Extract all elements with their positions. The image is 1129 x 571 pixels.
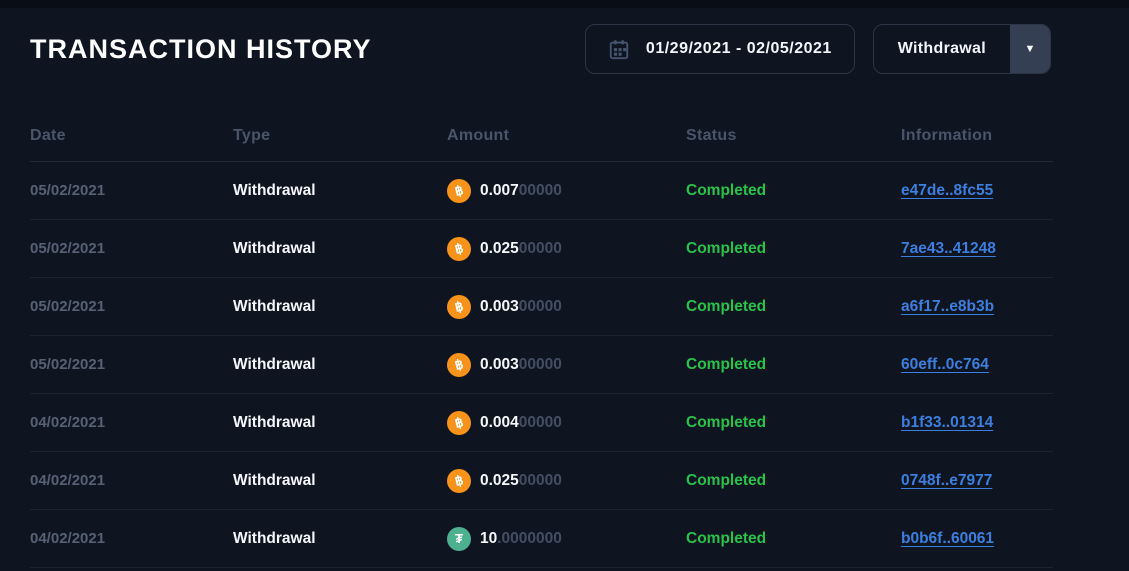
amount-significant: 0.007 [480,181,519,199]
amount-significant: 0.003 [480,355,519,373]
date-range-value: 01/29/2021 - 02/05/2021 [645,40,832,57]
dropdown-selected-value: Withdrawal [897,40,986,57]
status-badge: Completed [686,413,767,431]
status-badge: Completed [686,297,767,315]
bitcoin-icon: ฿ [447,178,471,203]
amount-significant: 0.025 [480,239,519,257]
status-badge: Completed [686,529,767,547]
transaction-hash-link[interactable]: 7ae43..41248 [901,239,996,257]
transaction-hash-link[interactable]: e47de..8fc55 [901,181,994,199]
bitcoin-icon: ฿ [447,410,471,435]
transaction-date: 04/02/2021 [30,530,106,547]
amount-trailing-zeros: 00000 [518,239,562,257]
status-badge: Completed [686,239,767,257]
column-header-information: Information [901,126,993,144]
transaction-amount: ฿ 0.02500000 [447,236,686,261]
transaction-hash-link[interactable]: b0b6f..60061 [901,529,995,547]
table-row: 04/02/2021 Withdrawal ₮ 10.0000000 Compl… [30,510,1053,568]
transaction-hash-link[interactable]: b1f33..01314 [901,413,994,431]
table-header-row: Date Type Amount Status Information [30,110,1053,162]
tether-icon: ₮ [447,526,471,551]
transaction-amount: ฿ 0.00300000 [447,352,686,377]
transaction-info: a6f17..e8b3b [901,298,1053,316]
transaction-type: Withdrawal [233,529,316,547]
transaction-amount: ฿ 0.00700000 [447,178,686,203]
header-controls: 01/29/2021 - 02/05/2021 Withdrawal ▼ [584,24,1099,74]
transaction-date: 05/02/2021 [30,298,106,315]
bitcoin-icon: ฿ [447,236,471,261]
transaction-info: e47de..8fc55 [901,182,1053,200]
transaction-hash-link[interactable]: 60eff..0c764 [901,355,989,373]
transaction-info: b1f33..01314 [901,414,1053,432]
status-badge: Completed [686,471,767,489]
transaction-amount: ฿ 0.00400000 [447,410,686,435]
date-range-picker[interactable]: 01/29/2021 - 02/05/2021 [584,24,855,74]
table-row: 04/02/2021 Withdrawal ฿ 0.00400000 Compl… [30,394,1053,452]
column-header-amount: Amount [447,126,510,144]
calendar-icon [608,38,630,60]
transaction-type: Withdrawal [233,181,316,199]
table-row: 05/02/2021 Withdrawal ฿ 0.00300000 Compl… [30,278,1053,336]
status-badge: Completed [686,355,767,373]
bitcoin-icon: ฿ [447,468,471,493]
transaction-date: 04/02/2021 [30,414,106,431]
transaction-date: 05/02/2021 [30,356,106,373]
transaction-type: Withdrawal [233,297,316,315]
transaction-date: 04/02/2021 [30,472,106,489]
transaction-type: Withdrawal [233,413,316,431]
table-body: 05/02/2021 Withdrawal ฿ 0.00700000 Compl… [30,162,1053,568]
amount-trailing-zeros: .0000000 [497,529,562,547]
table-row: 05/02/2021 Withdrawal ฿ 0.00300000 Compl… [30,336,1053,394]
amount-significant: 0.004 [480,413,519,431]
transaction-date: 05/02/2021 [30,240,106,257]
page-title: TRANSACTION HISTORY [30,33,372,64]
transaction-info: 0748f..e7977 [901,472,1053,490]
transaction-info: 7ae43..41248 [901,240,1053,258]
transaction-type: Withdrawal [233,239,316,257]
amount-trailing-zeros: 00000 [518,297,562,315]
column-header-date: Date [30,126,66,144]
amount-trailing-zeros: 00000 [518,413,562,431]
table-row: 04/02/2021 Withdrawal ฿ 0.02500000 Compl… [30,452,1053,510]
transaction-type: Withdrawal [233,471,316,489]
table-row: 05/02/2021 Withdrawal ฿ 0.02500000 Compl… [30,220,1053,278]
amount-significant: 0.003 [480,297,519,315]
amount-significant: 10 [480,529,498,547]
transaction-amount: ฿ 0.02500000 [447,468,686,493]
top-strip [0,0,1129,8]
amount-significant: 0.025 [480,471,519,489]
column-header-status: Status [686,126,737,144]
transaction-hash-link[interactable]: 0748f..e7977 [901,471,993,489]
transaction-type: Withdrawal [233,355,316,373]
header-bar: TRANSACTION HISTORY 01/29/2021 - 02/05/2… [0,8,1129,74]
transaction-table: Date Type Amount Status Information 05/0… [30,110,1053,568]
table-row: 05/02/2021 Withdrawal ฿ 0.00700000 Compl… [30,162,1053,220]
transaction-info: b0b6f..60061 [901,530,1053,548]
chevron-down-icon: ▼ [1024,42,1036,55]
bitcoin-icon: ฿ [447,352,471,377]
column-header-type: Type [233,126,271,144]
bitcoin-icon: ฿ [447,294,471,319]
transaction-date: 05/02/2021 [30,182,106,199]
status-badge: Completed [686,181,767,199]
amount-trailing-zeros: 00000 [518,355,562,373]
amount-trailing-zeros: 00000 [518,471,562,489]
amount-trailing-zeros: 00000 [518,181,562,199]
transaction-amount: ₮ 10.0000000 [447,526,686,551]
dropdown-arrow-button[interactable]: ▼ [1010,25,1050,73]
transaction-info: 60eff..0c764 [901,356,1053,374]
transaction-amount: ฿ 0.00300000 [447,294,686,319]
transaction-hash-link[interactable]: a6f17..e8b3b [901,297,995,315]
transaction-type-dropdown[interactable]: Withdrawal ▼ [872,24,1051,74]
